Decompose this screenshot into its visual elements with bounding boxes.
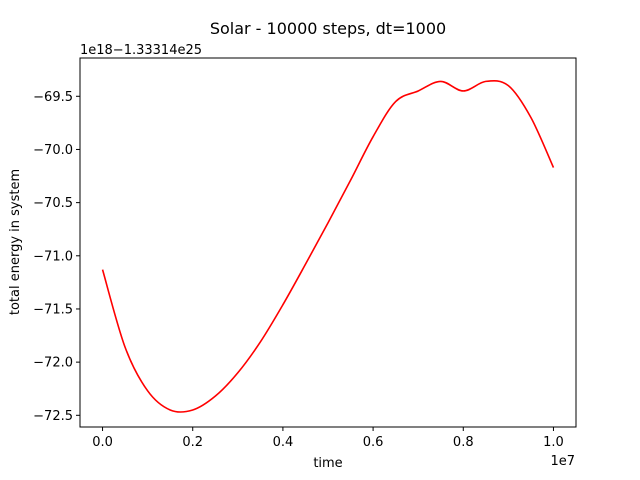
x-tick-label: 0.4 (273, 435, 294, 450)
x-tick-label: 0.6 (363, 435, 384, 450)
chart-title: Solar - 10000 steps, dt=1000 (210, 19, 446, 38)
y-tick-label: −72.5 (33, 409, 73, 424)
y-axis-label: total energy in system (8, 169, 23, 315)
x-axis-ticks: 0.0 0.2 0.4 0.6 0.8 1.0 (92, 427, 564, 450)
x-tick-label: 0.8 (453, 435, 474, 450)
y-tick-label: −71.0 (33, 249, 73, 264)
y-axis-ticks: −69.5 −70.0 −70.5 −71.0 −71.5 −72.0 −72.5 (33, 90, 80, 424)
x-tick-label: 0.2 (182, 435, 203, 450)
y-tick-label: −70.0 (33, 143, 73, 158)
y-tick-label: −70.5 (33, 196, 73, 211)
plot-area (101, 79, 555, 413)
x-axis-offset-text: 1e7 (550, 454, 575, 469)
x-axis-label: time (313, 456, 342, 471)
x-tick-label: 1.0 (543, 435, 564, 450)
axes-frame (79, 57, 577, 428)
x-tick-label: 0.0 (92, 435, 113, 450)
y-tick-label: −71.5 (33, 302, 73, 317)
y-tick-label: −69.5 (33, 90, 73, 105)
y-axis-offset-text: 1e18−1.33314e25 (80, 43, 202, 58)
y-tick-label: −72.0 (33, 356, 73, 371)
series-line (101, 79, 555, 413)
